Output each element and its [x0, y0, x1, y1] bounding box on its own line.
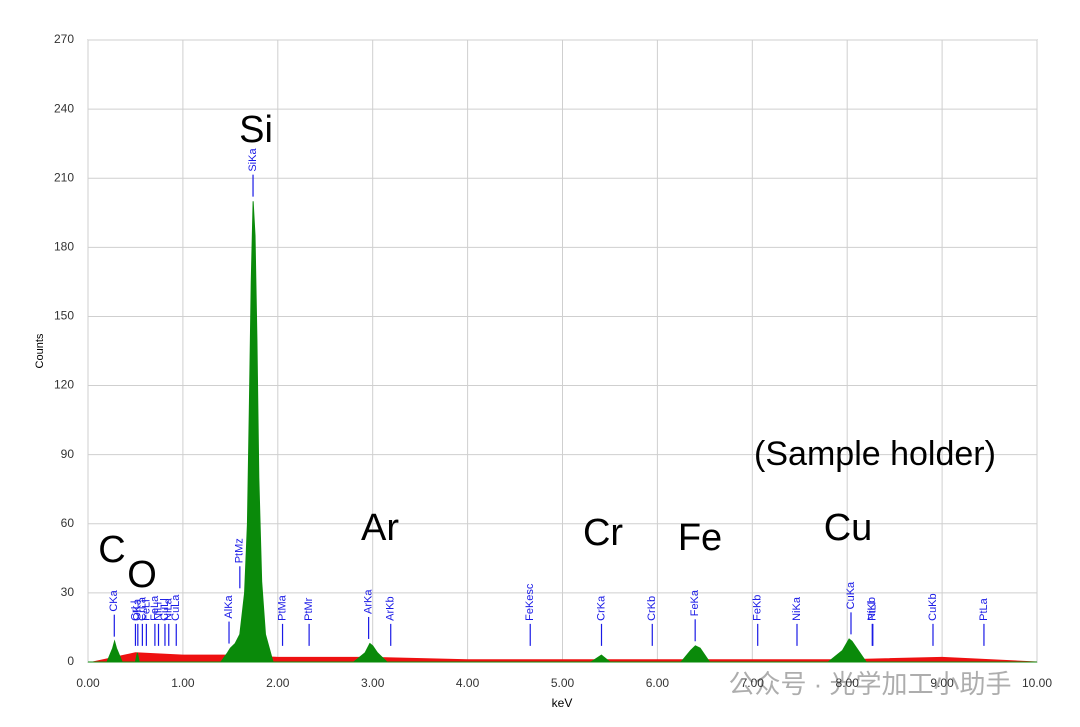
peak-label: NiKb [866, 597, 878, 621]
element-annotation: Fe [678, 517, 722, 559]
peak-label: CrKa [595, 595, 607, 621]
peak-label: CuLa [170, 594, 182, 621]
element-annotation: Cu [824, 507, 873, 549]
peak-label: CuKb [927, 593, 939, 621]
element-annotation: C [98, 529, 125, 571]
peak-label: FeKesc [524, 583, 536, 621]
element-annotation: O [127, 554, 157, 596]
peak-label: SiKa [247, 148, 259, 172]
peak-label: CKa [108, 589, 120, 611]
x-axis-label: keV [552, 696, 573, 710]
peak-label: CrKb [646, 596, 658, 621]
peak-label: FeLa [149, 595, 161, 621]
spectrum-area [92, 652, 1038, 663]
watermark: 公众号 · 光学加工小助手 [728, 669, 1011, 699]
x-tick-label: 5.00 [551, 676, 575, 690]
peak-label: NiKa [791, 596, 803, 621]
peak-label: ArKb [385, 596, 397, 620]
element-annotation: Ar [361, 507, 399, 549]
peak-label: CrLl [129, 601, 141, 621]
y-tick-label: 90 [61, 447, 75, 461]
peak-label: FeKa [689, 589, 701, 616]
element-annotation: Si [239, 109, 273, 151]
peak-label: FeLl [140, 599, 152, 620]
peak-label: NiLl [152, 602, 164, 621]
x-tick-label: 6.00 [646, 676, 670, 690]
peak-label: PtMr [303, 597, 315, 621]
x-tick-label: 3.00 [361, 676, 385, 690]
x-tick-label: 8.00 [836, 676, 860, 690]
x-tick-label: 9.00 [930, 676, 954, 690]
peak-label: FeKb [752, 595, 764, 621]
peak-label: CuKa [845, 581, 857, 609]
peak-label: PtLa [978, 597, 990, 621]
y-tick-label: 180 [54, 240, 74, 254]
x-tick-label: 1.00 [171, 676, 195, 690]
element-annotation: (Sample holder) [754, 435, 996, 473]
y-tick-label: 210 [54, 170, 74, 184]
y-tick-label: 150 [54, 309, 74, 323]
x-tick-label: 2.00 [266, 676, 290, 690]
element-annotation: Cr [583, 512, 623, 554]
x-tick-label: 10.00 [1022, 676, 1052, 690]
y-tick-label: 240 [54, 101, 74, 115]
peak-label: PtMz [234, 538, 246, 563]
peak-label: PtMa [276, 594, 288, 621]
peak-label: CrLa [136, 596, 148, 621]
y-axis-label: Counts [34, 333, 46, 368]
y-tick-label: 0 [67, 654, 74, 668]
y-tick-label: 120 [54, 378, 74, 392]
y-tick-label: 30 [61, 585, 75, 599]
peak-label: CuLl [159, 598, 171, 621]
y-tick-label: 270 [54, 32, 74, 46]
peak-label: PtLl [867, 602, 879, 621]
peak-label: OKa [132, 598, 144, 621]
y-tick-label: 60 [61, 516, 75, 530]
peak-label: NiLa [163, 597, 175, 621]
x-tick-label: 7.00 [741, 676, 765, 690]
peak-label: AlKa [223, 594, 235, 618]
spectrum-area [88, 201, 1037, 663]
x-tick-label: 0.00 [76, 676, 100, 690]
peak-label: ArKa [363, 589, 375, 614]
x-tick-label: 4.00 [456, 676, 480, 690]
